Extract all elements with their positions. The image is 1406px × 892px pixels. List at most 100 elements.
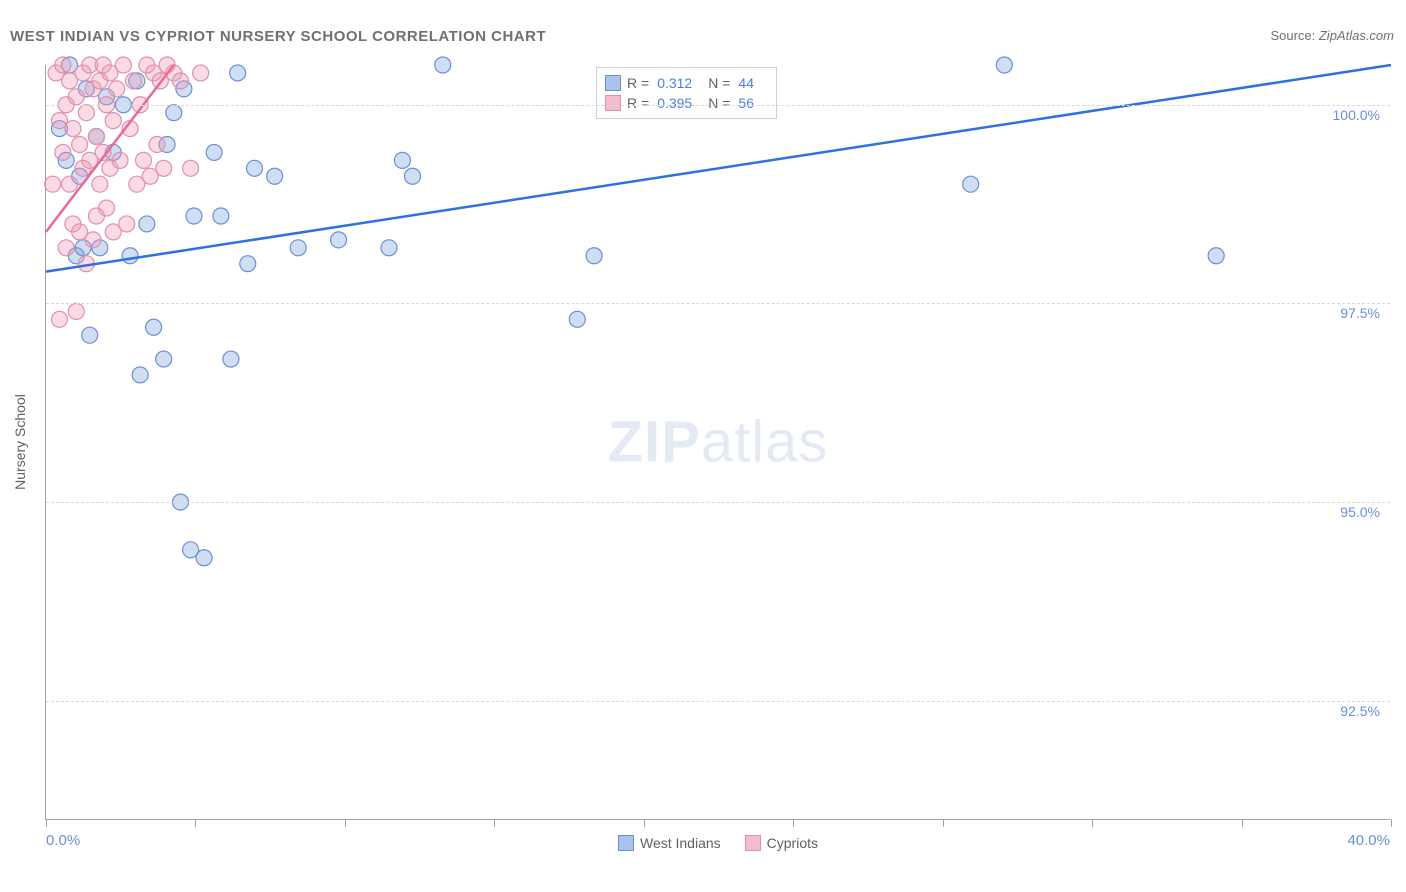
plot-svg: [46, 65, 1390, 819]
scatter-point: [166, 105, 182, 121]
scatter-point: [173, 73, 189, 89]
n-value: 44: [738, 75, 754, 91]
n-value: 56: [738, 95, 754, 111]
scatter-point: [996, 57, 1012, 73]
scatter-point: [62, 176, 78, 192]
chart-title: WEST INDIAN VS CYPRIOT NURSERY SCHOOL CO…: [10, 28, 546, 45]
r-value: 0.395: [657, 95, 692, 111]
legend-label: West Indians: [640, 835, 721, 851]
scatter-point: [115, 57, 131, 73]
x-tick: [1242, 819, 1243, 827]
n-label: N =: [708, 95, 730, 111]
scatter-point: [122, 248, 138, 264]
legend-swatch: [605, 95, 621, 111]
grid-line: [46, 105, 1390, 106]
source-value: ZipAtlas.com: [1319, 28, 1394, 43]
scatter-point: [99, 200, 115, 216]
scatter-point: [963, 176, 979, 192]
bottom-legend-item: West Indians: [618, 835, 721, 851]
scatter-point: [213, 208, 229, 224]
scatter-point: [65, 121, 81, 137]
scatter-point: [146, 319, 162, 335]
x-axis-max-label: 40.0%: [1347, 832, 1390, 849]
scatter-point: [381, 240, 397, 256]
legend-stats-row: R = 0.312 N = 44: [605, 73, 764, 93]
r-value: 0.312: [657, 75, 692, 91]
scatter-point: [109, 81, 125, 97]
scatter-point: [331, 232, 347, 248]
scatter-point: [149, 136, 165, 152]
scatter-point: [68, 89, 84, 105]
scatter-point: [223, 351, 239, 367]
scatter-point: [206, 144, 222, 160]
scatter-point: [78, 105, 94, 121]
scatter-point: [435, 57, 451, 73]
y-tick-label: 100.0%: [1333, 107, 1380, 123]
legend-swatch: [605, 75, 621, 91]
y-axis-title: Nursery School: [12, 394, 28, 490]
source-label: Source:: [1270, 28, 1318, 43]
legend-stats-box: R = 0.312 N = 44 R = 0.395 N = 56: [596, 67, 777, 119]
scatter-point: [82, 327, 98, 343]
y-tick-label: 95.0%: [1340, 504, 1380, 520]
bottom-legend-item: Cypriots: [745, 835, 818, 851]
scatter-point: [139, 216, 155, 232]
scatter-point: [267, 168, 283, 184]
scatter-point: [193, 65, 209, 81]
scatter-point: [196, 550, 212, 566]
legend-label: Cypriots: [767, 835, 818, 851]
scatter-point: [105, 113, 121, 129]
n-label: N =: [708, 75, 730, 91]
r-label: R =: [627, 95, 649, 111]
scatter-point: [569, 311, 585, 327]
bottom-legend: West Indians Cypriots: [618, 835, 818, 851]
x-tick: [1092, 819, 1093, 827]
legend-swatch: [745, 835, 761, 851]
grid-line: [46, 701, 1390, 702]
scatter-point: [51, 311, 67, 327]
x-axis-min-label: 0.0%: [46, 832, 80, 849]
scatter-point: [290, 240, 306, 256]
y-tick-label: 97.5%: [1340, 305, 1380, 321]
scatter-point: [240, 256, 256, 272]
x-tick: [793, 819, 794, 827]
legend-swatch: [618, 835, 634, 851]
scatter-point: [156, 351, 172, 367]
scatter-point: [136, 152, 152, 168]
x-tick: [345, 819, 346, 827]
scatter-point: [183, 160, 199, 176]
scatter-point: [132, 367, 148, 383]
grid-line: [46, 303, 1390, 304]
x-tick: [494, 819, 495, 827]
scatter-point: [92, 176, 108, 192]
scatter-point: [88, 129, 104, 145]
scatter-point: [405, 168, 421, 184]
x-tick: [644, 819, 645, 827]
x-tick: [195, 819, 196, 827]
scatter-point: [45, 176, 61, 192]
scatter-point: [156, 160, 172, 176]
plot-area: Nursery School ZIPatlas R =0.312N =44R =…: [45, 65, 1390, 820]
scatter-point: [230, 65, 246, 81]
scatter-point: [55, 57, 71, 73]
scatter-point: [58, 240, 74, 256]
scatter-point: [125, 73, 141, 89]
scatter-point: [68, 303, 84, 319]
scatter-point: [246, 160, 262, 176]
y-tick-label: 92.5%: [1340, 703, 1380, 719]
grid-line: [46, 502, 1390, 503]
scatter-point: [119, 216, 135, 232]
r-label: R =: [627, 75, 649, 91]
x-tick: [46, 819, 47, 827]
x-tick: [943, 819, 944, 827]
scatter-point: [1208, 248, 1224, 264]
scatter-point: [112, 152, 128, 168]
scatter-point: [186, 208, 202, 224]
legend-stats-row: R = 0.395 N = 56: [605, 93, 764, 113]
scatter-point: [55, 144, 71, 160]
source-attribution: Source: ZipAtlas.com: [1270, 28, 1394, 43]
scatter-point: [586, 248, 602, 264]
scatter-point: [394, 152, 410, 168]
scatter-point: [72, 136, 88, 152]
x-tick: [1391, 819, 1392, 827]
